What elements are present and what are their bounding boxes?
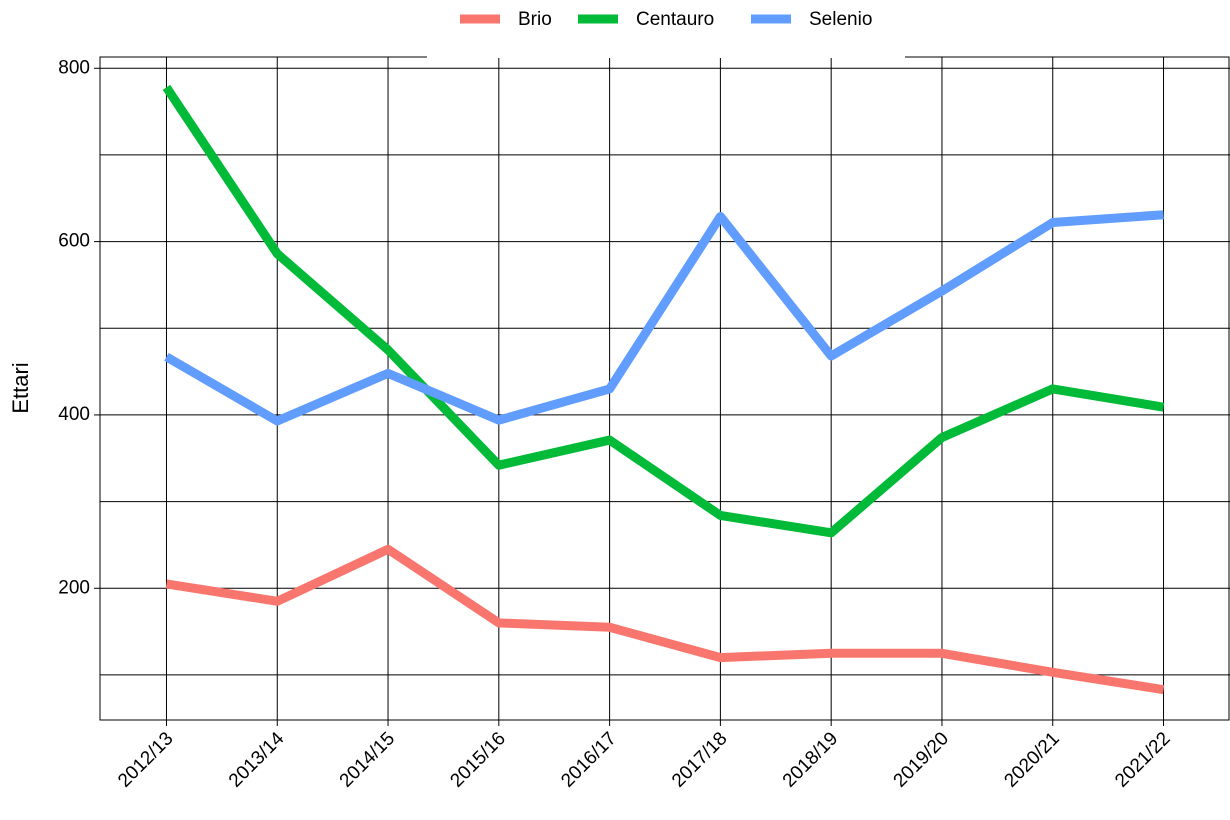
- x-tick-label: 2019/20: [890, 728, 953, 791]
- x-tick-label: 2017/18: [668, 728, 731, 791]
- legend-label: Brio: [518, 9, 552, 30]
- x-tick-label: 2015/16: [446, 728, 509, 791]
- x-tick-label: 2012/13: [114, 728, 177, 791]
- y-tick-label: 600: [58, 231, 90, 252]
- x-tick-label: 2020/21: [1000, 728, 1063, 791]
- line-series: [164, 210, 1164, 426]
- x-tick-label: 2016/17: [557, 728, 620, 791]
- x-tick-label: 2013/14: [225, 728, 289, 792]
- legend-background: [427, 2, 905, 58]
- x-tick-label: 2014/15: [336, 728, 399, 791]
- y-tick-label: 800: [58, 57, 90, 78]
- line-series: [162, 84, 1165, 538]
- x-tick-label: 2021/22: [1111, 728, 1174, 791]
- y-tick-label: 200: [58, 577, 90, 598]
- legend-label: Centauro: [636, 9, 714, 30]
- y-tick-label: 400: [58, 404, 90, 425]
- y-axis-label: Ettari: [8, 362, 33, 413]
- line-series: [165, 544, 1165, 695]
- legend-label: Selenio: [809, 9, 872, 30]
- x-tick-label: 2018/19: [779, 728, 842, 791]
